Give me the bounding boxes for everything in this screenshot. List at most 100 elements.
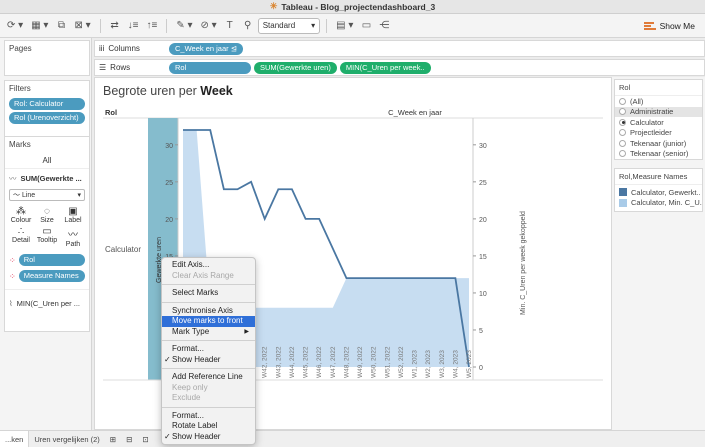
pages-label: Pages: [9, 44, 32, 53]
show-me-icon: [643, 22, 656, 30]
filter-pill[interactable]: Rol (Urenoverzicht): [9, 112, 85, 124]
rows-pill[interactable]: SUM(Gewerkte uren): [254, 61, 337, 74]
x-tick-label: W52, 2022: [398, 346, 405, 378]
radio-icon: [619, 129, 626, 137]
filter-pill[interactable]: Rol: Calculator: [9, 98, 85, 110]
duplicate-sheet-icon[interactable]: ⧉: [57, 20, 65, 31]
rol-filter-option[interactable]: (All): [615, 96, 702, 107]
show-me-button[interactable]: Show Me: [643, 17, 695, 35]
marks-pill-row: ⁘ Rol: [5, 252, 89, 268]
group-members-icon[interactable]: ⊘ ▾: [200, 20, 217, 31]
columns-shelf[interactable]: iii Columns C_Week en jaar ⊴: [94, 40, 705, 57]
menu-item[interactable]: Format...: [162, 411, 255, 422]
colour-legend-item[interactable]: Calculator, Min. C_U..: [615, 198, 702, 209]
toolbar: ⟳ ▾ ▦ ▾ ⧉ ⊠ ▾ ⇄ ↓≡ ↑≡ ✎ ▾ ⊘ ▾ T ⚲ Standa…: [0, 14, 705, 38]
menu-item[interactable]: Add Reference Line: [162, 372, 255, 383]
rol-filter-option[interactable]: Calculator: [615, 117, 702, 128]
rol-filter-option-label: Administratie: [630, 107, 674, 117]
colour-legend-label: Calculator, Gewerkt..: [631, 187, 701, 197]
rol-filter-option[interactable]: Projectleider: [615, 128, 702, 139]
rol-filter-option-label: Tekenaar (senior): [630, 149, 689, 159]
x-tick-label: W5, 2023: [466, 350, 473, 378]
menu-item[interactable]: Synchronise Axis: [162, 306, 255, 317]
colour-legend-label: Calculator, Min. C_U..: [631, 198, 702, 208]
share-icon[interactable]: ⋲: [379, 20, 390, 31]
rows-label: Rows: [110, 63, 131, 72]
mark-type-select[interactable]: 〜 Line ▾: [9, 189, 85, 201]
menu-item[interactable]: ✓ Show Header: [162, 355, 255, 366]
sheet-tab[interactable]: ...ken: [0, 430, 30, 447]
menu-item-label: Move marks to front: [172, 316, 243, 325]
y2-tick-label: 20: [479, 217, 487, 224]
colour-legend-card: Rol,Measure Names Calculator, Gewerkt.. C…: [614, 168, 703, 212]
sheet-tab[interactable]: Uren vergelijken (2): [34, 434, 100, 444]
y-axis-label[interactable]: Gewerkte uren: [156, 237, 163, 283]
menu-item: Exclude: [162, 393, 255, 404]
columns-pill[interactable]: C_Week en jaar ⊴: [169, 42, 244, 55]
menu-item-label: Format...: [172, 410, 205, 420]
rows-pill[interactable]: MIN(C_Uren per week..: [339, 61, 431, 74]
window-titlebar: ✳ Tableau - Blog_projectendashboard_3: [0, 0, 705, 14]
menu-separator: [162, 406, 255, 408]
columns-shelf-label: iii Columns: [95, 44, 169, 53]
rows-shelf[interactable]: ☰ Rows Rol SUM(Gewerkte uren) MIN(C_Uren …: [94, 59, 705, 76]
fix-axes-icon[interactable]: ⚲: [244, 20, 252, 31]
x-tick-label: W44, 2022: [289, 346, 296, 378]
filters-card[interactable]: Filters Rol: Calculator Rol (Urenoverzic…: [4, 80, 90, 140]
rol-filter-option[interactable]: Tekenaar (junior): [615, 138, 702, 149]
menu-item[interactable]: Format...: [162, 344, 255, 355]
detail-button[interactable]: ∴ Detail: [9, 226, 33, 248]
y2-axis-label: Min. C_Uren per week gekoppeld: [520, 211, 527, 315]
legend-swatch: [619, 188, 627, 197]
marks-secondary[interactable]: ⌇ MIN(C_Uren per ...: [5, 289, 89, 308]
marks-measure[interactable]: 〰 SUM(Gewerkte ...: [5, 169, 89, 188]
show-me-label: Show Me: [659, 21, 695, 31]
new-worksheet-icon[interactable]: ▦ ▾: [31, 20, 49, 31]
y-tick-label: 20: [165, 217, 173, 224]
menu-item[interactable]: Rotate Label: [162, 421, 255, 432]
menu-item[interactable]: Move marks to front: [162, 316, 255, 327]
rows-pill[interactable]: Rol: [169, 61, 251, 74]
new-worksheet-icon[interactable]: ⊞: [109, 434, 117, 444]
row-header: Rol: [105, 108, 117, 117]
rol-filter-option-label: Tekenaar (junior): [630, 138, 687, 148]
label-button[interactable]: ▣ Label: [61, 206, 85, 224]
menu-item: Keep only: [162, 383, 255, 394]
show-labels-icon[interactable]: T: [226, 20, 233, 31]
size-button[interactable]: ◌ Size: [35, 206, 59, 224]
tooltip-button[interactable]: ▭ Tooltip: [35, 226, 59, 248]
menu-item-label: Show Header: [172, 354, 221, 364]
highlight-icon[interactable]: ✎ ▾: [176, 20, 193, 31]
line-series-gewerkte-uren[interactable]: [183, 129, 470, 368]
pages-card[interactable]: Pages: [4, 40, 90, 76]
rol-filter-option[interactable]: Administratie: [615, 106, 702, 117]
rol-filter-option[interactable]: Tekenaar (senior): [615, 149, 702, 160]
menu-item[interactable]: ✓ Show Header: [162, 432, 255, 443]
menu-item[interactable]: Select Marks: [162, 288, 255, 299]
fit-select[interactable]: Standard ▾: [257, 17, 321, 34]
colour-legend-item[interactable]: Calculator, Gewerkt..: [615, 187, 702, 198]
swap-rows-columns-icon[interactable]: ⇄: [110, 20, 119, 31]
menu-item[interactable]: Mark Type ▶: [162, 327, 255, 338]
marks-buttons: ⁂ Colour ◌ Size ▣ Label ∴ Detail ▭ Tooltip 〰 P…: [5, 202, 89, 252]
marks-pill[interactable]: Measure Names: [18, 270, 85, 282]
marks-all[interactable]: All: [5, 152, 89, 169]
menu-item-label: Rotate Label: [172, 421, 218, 430]
marks-pill[interactable]: Rol: [18, 254, 85, 266]
label-icon: ▣: [68, 206, 78, 217]
new-story-icon[interactable]: ⊡: [142, 434, 149, 444]
sort-ascending-icon[interactable]: ↓≡: [127, 20, 139, 31]
clear-sheet-icon[interactable]: ⊠ ▾: [74, 20, 91, 31]
menu-item[interactable]: Edit Axis...: [162, 260, 255, 271]
redo-icon[interactable]: ⟳ ▾: [7, 20, 24, 31]
show-cards-icon[interactable]: ▤ ▾: [336, 20, 354, 31]
y2-tick-label: 15: [479, 254, 487, 261]
presentation-icon[interactable]: ▭: [361, 20, 372, 31]
radio-icon: [619, 108, 626, 116]
path-button[interactable]: 〰 Path: [61, 226, 85, 248]
marks-secondary-label: MIN(C_Uren per ...: [16, 299, 81, 308]
colour-button[interactable]: ⁂ Colour: [9, 206, 33, 224]
sort-descending-icon[interactable]: ↑≡: [146, 20, 158, 31]
rol-filter-option-label: Projectleider: [630, 128, 672, 138]
new-dashboard-icon[interactable]: ⊟: [126, 434, 133, 444]
